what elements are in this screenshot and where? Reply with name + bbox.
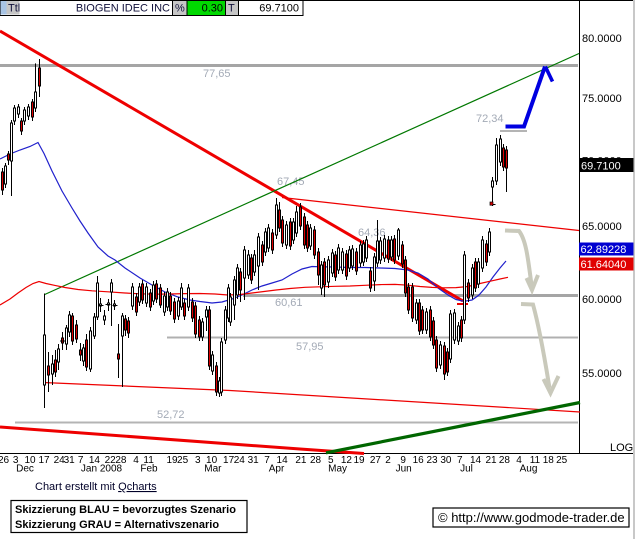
svg-text:4: 4	[516, 455, 522, 466]
svg-text:7: 7	[457, 455, 463, 466]
svg-text:11: 11	[530, 455, 541, 466]
svg-text:Dec: Dec	[16, 464, 34, 475]
svg-text:28: 28	[499, 455, 511, 466]
svg-text:60,61: 60,61	[275, 297, 303, 309]
svg-text:31: 31	[64, 455, 76, 466]
svg-text:14: 14	[277, 455, 289, 466]
svg-text:Chart erstellt mit Qcharts: Chart erstellt mit Qcharts	[35, 481, 157, 493]
svg-text:31: 31	[248, 455, 260, 466]
svg-text:Feb: Feb	[140, 464, 158, 475]
svg-text:%: %	[175, 3, 185, 15]
svg-text:7: 7	[78, 455, 84, 466]
svg-text:21: 21	[485, 455, 497, 466]
svg-text:BIOGEN IDEC INC: BIOGEN IDEC INC	[76, 3, 170, 15]
svg-text:22: 22	[105, 455, 117, 466]
svg-text:11: 11	[143, 455, 154, 466]
svg-text:30: 30	[440, 455, 452, 466]
svg-text:57,95: 57,95	[296, 341, 324, 353]
svg-text:25: 25	[177, 455, 189, 466]
svg-text:69.7100: 69.7100	[259, 3, 299, 15]
svg-text:© http://www.godmode-trader.de: © http://www.godmode-trader.de	[438, 510, 625, 525]
svg-text:72,34: 72,34	[476, 113, 504, 125]
svg-text:28: 28	[115, 455, 127, 466]
svg-text:14: 14	[89, 455, 101, 466]
svg-text:52,72: 52,72	[157, 409, 185, 421]
svg-text:60.0000: 60.0000	[582, 294, 622, 306]
svg-text:9: 9	[400, 455, 406, 466]
svg-text:26: 26	[0, 455, 9, 466]
svg-text:5: 5	[328, 455, 334, 466]
svg-text:10: 10	[206, 455, 218, 466]
svg-text:14: 14	[470, 455, 482, 466]
svg-text:65.0000: 65.0000	[582, 221, 622, 233]
svg-text:T: T	[228, 3, 235, 15]
svg-text:May: May	[328, 464, 347, 475]
svg-text:21: 21	[295, 455, 307, 466]
svg-text:77,65: 77,65	[203, 68, 231, 80]
svg-text:17: 17	[38, 455, 50, 466]
svg-text:19: 19	[353, 455, 365, 466]
svg-text:10: 10	[24, 455, 36, 466]
svg-text:3: 3	[195, 455, 201, 466]
svg-text:Jan 2008: Jan 2008	[81, 464, 123, 475]
svg-text:0.30: 0.30	[202, 3, 223, 15]
svg-text:24: 24	[54, 455, 66, 466]
svg-text:16: 16	[413, 455, 425, 466]
svg-text:18: 18	[543, 455, 555, 466]
svg-text:62.89228: 62.89228	[581, 244, 627, 256]
svg-text:75.0000: 75.0000	[582, 93, 622, 105]
svg-text:24: 24	[234, 455, 246, 466]
svg-text:17: 17	[223, 455, 235, 466]
svg-text:Aug: Aug	[520, 464, 538, 475]
svg-text:4: 4	[133, 455, 139, 466]
svg-text:Skizzierung BLAU = bevorzugtes: Skizzierung BLAU = bevorzugtes Szenario	[15, 504, 236, 516]
svg-text:69.7100: 69.7100	[581, 161, 621, 173]
svg-text:2: 2	[385, 455, 391, 466]
svg-text:19: 19	[166, 455, 178, 466]
svg-text:23: 23	[426, 455, 438, 466]
svg-text:Ttl: Ttl	[8, 3, 20, 15]
svg-text:Jun: Jun	[396, 464, 412, 475]
svg-text:55.0000: 55.0000	[582, 368, 622, 380]
svg-text:7: 7	[264, 455, 270, 466]
svg-text:12: 12	[341, 455, 353, 466]
svg-text:Jul: Jul	[460, 464, 473, 475]
svg-text:Skizzierung GRAU = Alternativs: Skizzierung GRAU = Alternativszenario	[15, 519, 219, 531]
svg-text:3: 3	[13, 455, 19, 466]
svg-text:67,45: 67,45	[277, 176, 305, 188]
svg-text:25: 25	[556, 455, 568, 466]
svg-text:80.0000: 80.0000	[582, 33, 622, 45]
svg-text:27: 27	[370, 455, 382, 466]
svg-text:Mar: Mar	[204, 464, 222, 475]
svg-text:61.64040: 61.64040	[581, 259, 627, 271]
svg-text:LOG: LOG	[610, 442, 633, 454]
svg-text:28: 28	[310, 455, 322, 466]
svg-text:Apr: Apr	[269, 464, 285, 475]
svg-text:64,36: 64,36	[358, 227, 386, 239]
